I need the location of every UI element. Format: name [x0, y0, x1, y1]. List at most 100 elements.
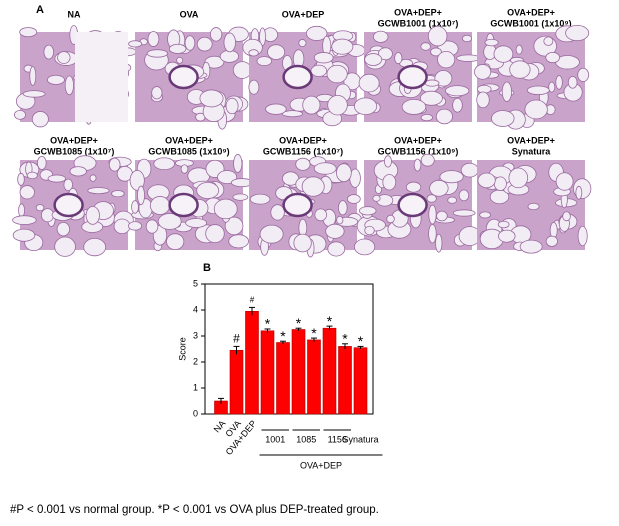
significance-marker: * — [296, 315, 302, 331]
airway — [168, 64, 199, 90]
alveolus — [259, 224, 284, 244]
error-bar — [280, 340, 286, 344]
alveolus — [420, 113, 433, 122]
alveolus — [435, 108, 453, 125]
alveolus — [210, 27, 223, 42]
alveolus — [281, 110, 304, 118]
alveolus — [35, 204, 45, 212]
alveolus — [383, 155, 392, 168]
airway — [282, 192, 313, 218]
alveolus — [146, 49, 168, 58]
alveolus — [430, 47, 442, 57]
significance-marker: # — [233, 332, 240, 346]
y-tick-label: 1 — [193, 382, 198, 392]
alveolus — [199, 89, 224, 108]
alveolus — [64, 75, 75, 96]
alveolus — [493, 176, 507, 191]
image-title: GCWB1001 (1x10⁹) — [490, 18, 571, 28]
alveolus — [256, 56, 273, 67]
alveolus — [327, 94, 348, 116]
alveolus — [336, 215, 344, 225]
alveolus — [456, 54, 481, 62]
alveolus — [310, 64, 328, 77]
panel-label: A — [36, 4, 44, 16]
alveolus — [358, 73, 380, 93]
alveolus — [12, 228, 36, 242]
alveolus — [224, 216, 244, 236]
error-bar — [311, 337, 317, 342]
alveolus — [18, 203, 25, 218]
alveolus — [46, 74, 65, 85]
alveolus — [353, 97, 378, 116]
alveolus — [111, 190, 125, 198]
image-title: GCWB1156 (1x10⁹) — [378, 146, 459, 156]
alveolus — [452, 209, 476, 217]
micrograph — [12, 155, 134, 257]
alveolus — [54, 236, 76, 257]
micrograph — [474, 24, 590, 130]
alveolus — [508, 167, 529, 189]
alveolus — [153, 157, 175, 171]
y-tick-label: 3 — [193, 330, 198, 340]
alveolus — [12, 215, 37, 225]
image-title: OVA+DEP+ — [394, 135, 442, 145]
alveolus — [429, 179, 449, 197]
alveolus — [205, 224, 225, 244]
micrograph — [354, 153, 482, 256]
alveolus — [31, 111, 49, 128]
alveolus — [301, 176, 325, 197]
alveolus — [302, 95, 321, 115]
alveolus — [420, 153, 435, 167]
alveolus — [337, 200, 348, 216]
alveolus — [248, 49, 259, 57]
alveolus — [498, 229, 516, 243]
alveolus — [386, 214, 395, 224]
alveolus — [484, 38, 499, 47]
alveolus — [435, 233, 443, 253]
alveolus — [29, 66, 37, 86]
alveolus — [14, 109, 27, 120]
alveolus — [128, 40, 143, 48]
subgroup-label: 1156 — [328, 434, 347, 444]
alveolus — [56, 221, 70, 237]
alveolus — [327, 241, 346, 257]
alveolus — [491, 110, 515, 127]
alveolus — [37, 155, 47, 170]
alveolus — [113, 218, 131, 235]
micrograph — [14, 25, 137, 128]
image-title: GCWB1156 (1x10⁷) — [263, 146, 343, 156]
alveolus — [249, 193, 271, 205]
alveolus — [420, 42, 431, 51]
alveolus — [526, 85, 550, 95]
alveolus — [373, 30, 389, 43]
alveolus — [26, 171, 38, 180]
alveolus — [509, 60, 531, 79]
alveolus — [444, 85, 470, 97]
alveolus — [325, 223, 345, 239]
bar — [276, 342, 290, 415]
alveolus — [270, 204, 285, 221]
alveolus — [474, 64, 492, 80]
alveolus — [545, 51, 561, 64]
alveolus — [428, 204, 437, 225]
alveolus — [314, 208, 327, 222]
alveolus — [364, 225, 375, 236]
y-tick-label: 2 — [193, 356, 198, 366]
alveolus — [213, 198, 238, 220]
y-tick-label: 4 — [193, 304, 198, 314]
significance-marker: * — [280, 328, 286, 344]
image-title: Synatura — [512, 146, 552, 156]
error-bar — [326, 325, 333, 331]
alveolus — [196, 36, 213, 52]
y-tick-label: 5 — [193, 278, 198, 288]
airway — [53, 192, 84, 218]
alveolus — [89, 174, 97, 182]
alveolus — [428, 224, 437, 244]
alveolus — [562, 211, 571, 222]
alveolus — [476, 91, 490, 109]
alveolus — [185, 218, 208, 228]
alveolus — [47, 174, 66, 183]
significance-marker: * — [311, 325, 317, 341]
alveolus — [354, 238, 376, 256]
alveolus — [497, 220, 510, 229]
